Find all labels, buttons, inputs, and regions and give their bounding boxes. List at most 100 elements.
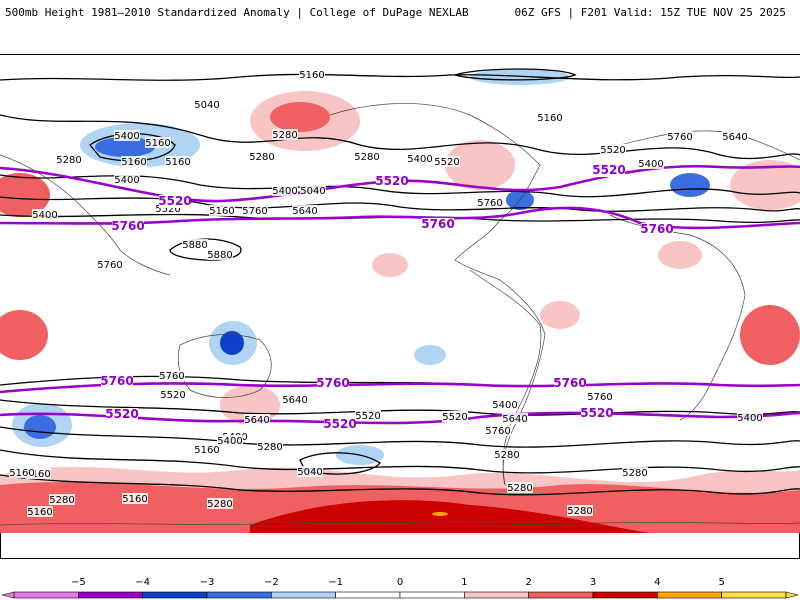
reference-label-bg xyxy=(101,375,133,388)
contour-label: 5040 xyxy=(194,100,219,111)
contour-label: 5160 xyxy=(209,206,234,217)
contour-label: 5400 xyxy=(492,400,517,411)
contour-label: 5160 xyxy=(122,494,147,505)
contour-label-bg xyxy=(32,209,58,220)
contour-label-bg xyxy=(638,158,664,169)
reference-label-bg xyxy=(317,377,349,390)
positive-anomaly-india xyxy=(0,310,48,360)
reference-contour-label: 5520 xyxy=(158,194,191,208)
contour-label-bg xyxy=(299,69,325,80)
positive-anomaly-asia-west xyxy=(0,173,50,217)
contour-label: 5760 xyxy=(242,206,267,217)
colorbar-tick-label: −1 xyxy=(328,577,343,588)
reference-contour-label: 5760 xyxy=(553,376,586,390)
reference-contour-label: 5760 xyxy=(111,219,144,233)
colorbar-max-arrow xyxy=(785,591,799,599)
reference-contour-label: 5520 xyxy=(323,417,356,431)
contour-label-bg xyxy=(667,131,693,142)
colorbar-swatch xyxy=(464,591,529,599)
reference-contour-label: 5760 xyxy=(316,376,349,390)
contour-label: 5400 xyxy=(217,436,242,447)
contour-label-bg xyxy=(354,151,380,162)
colorbar-tick-label: −3 xyxy=(200,577,215,588)
contour-5400-south xyxy=(0,426,800,448)
negative-anomaly-europe xyxy=(670,173,710,197)
contour-label-bg xyxy=(207,498,233,509)
contour-label: 5640 xyxy=(282,395,307,406)
colorbar-tick-label: 5 xyxy=(718,577,724,588)
contour-label-bg xyxy=(407,153,433,164)
positive-anomaly-europe xyxy=(730,160,800,210)
contour-label: 5400 xyxy=(407,154,432,165)
contour-label: 5520 xyxy=(442,412,467,423)
contour-5400-north xyxy=(0,174,800,198)
map-footer-strip xyxy=(0,533,800,559)
reference-contour-label: 5520 xyxy=(592,163,625,177)
colorbar-swatch xyxy=(78,591,143,599)
contour-label: 5160 xyxy=(145,138,170,149)
contour-label: 5040 xyxy=(300,186,325,197)
contour-label: 5280 xyxy=(272,130,297,141)
contour-label-bg xyxy=(282,394,308,405)
contour-label-bg xyxy=(502,413,528,424)
contour-label-bg xyxy=(159,370,185,381)
anomaly-shading xyxy=(0,69,800,533)
colorbar-swatch xyxy=(399,591,465,599)
positive-anomaly-core-south xyxy=(250,500,650,533)
contour-label-bg xyxy=(485,425,511,436)
map-panel[interactable]: 5160 5040 5400 5280 5160 5280 5160 5520 5400 5280… xyxy=(0,54,800,534)
colorbar-swatch xyxy=(657,591,722,599)
contour-label-bg xyxy=(477,197,503,208)
contour-label: 5160 xyxy=(9,468,34,479)
contour-label-bg xyxy=(114,174,140,185)
positive-anomaly-us-east xyxy=(445,140,515,190)
contour-label-bg xyxy=(122,493,148,504)
contour-label: 5880 xyxy=(182,240,207,251)
contour-label: 5160 xyxy=(121,157,146,168)
contour-label: 5280 xyxy=(494,450,519,461)
contour-label: 5400 xyxy=(737,413,762,424)
negative-anomaly-arctic xyxy=(470,69,570,85)
contour-5280-south xyxy=(0,449,800,474)
colorbar-tick-label: −5 xyxy=(71,577,86,588)
contour-label-bg xyxy=(165,156,191,167)
contour-label: 5520 xyxy=(355,411,380,422)
reference-label-bg xyxy=(641,223,673,236)
colorbar-tick-label: 2 xyxy=(525,577,531,588)
contour-label-bg xyxy=(49,494,75,505)
header: 500mb Height 1981–2010 Standardized Anom… xyxy=(0,0,800,24)
contour-label-bg xyxy=(442,411,468,422)
contour-label: 5400 xyxy=(272,186,297,197)
colorbar-tick-label: 4 xyxy=(654,577,660,588)
reference-contour-label: 5760 xyxy=(640,222,673,236)
contour-5280-north xyxy=(0,114,800,160)
contour-label-bg xyxy=(194,99,220,110)
contour-label: 5280 xyxy=(567,506,592,517)
contour-label-bg xyxy=(155,203,181,214)
colorbar-swatch xyxy=(721,591,787,599)
contour-label-bg xyxy=(434,156,460,167)
contour-label: 5280 xyxy=(257,442,282,453)
positive-anomaly-tropics-2 xyxy=(540,301,580,329)
contour-label-bg xyxy=(25,468,51,479)
contour-label-bg xyxy=(272,185,298,196)
contour-label: 5760 xyxy=(485,426,510,437)
contour-label-bg xyxy=(194,444,220,455)
positive-anomaly-max xyxy=(432,512,448,516)
contour-label: 5280 xyxy=(56,155,81,166)
reference-label-bg xyxy=(554,377,586,390)
contour-label-bg xyxy=(737,412,763,423)
positive-anomaly-tropics-3 xyxy=(658,241,702,269)
contour-label-bg xyxy=(207,249,233,260)
map-title: 500mb Height 1981–2010 Standardized Anom… xyxy=(5,6,469,19)
colorbar-tick-label: −4 xyxy=(135,577,150,588)
north-america-coast xyxy=(329,103,546,486)
contour-label: 5280 xyxy=(207,499,232,510)
contour-label-bg xyxy=(217,435,243,446)
reference-contour-label: 5760 xyxy=(100,374,133,388)
positive-anomaly-tropics-1 xyxy=(372,253,408,277)
contour-label: 5400 xyxy=(638,159,663,170)
contour-label: 5520 xyxy=(434,157,459,168)
colorbar-swatch xyxy=(206,591,272,599)
